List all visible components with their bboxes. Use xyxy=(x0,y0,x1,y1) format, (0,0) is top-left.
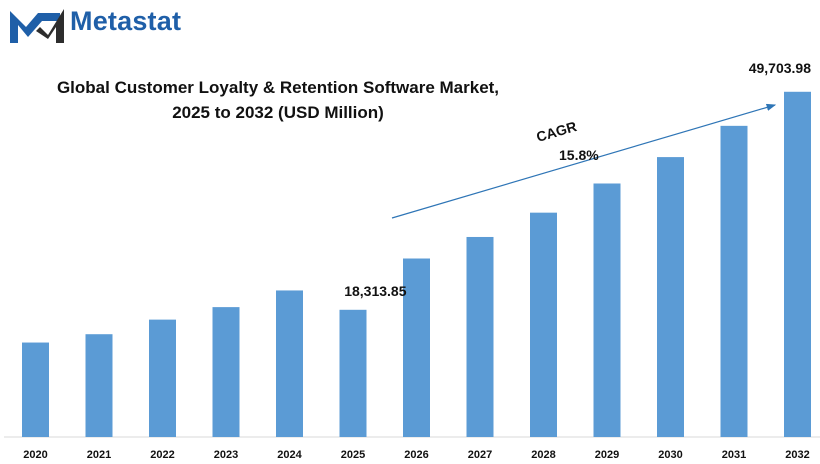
x-tick-2028: 2028 xyxy=(531,449,555,461)
bar-2023 xyxy=(212,307,240,437)
bar-2032 xyxy=(784,91,811,437)
bar-2021 xyxy=(85,334,113,437)
x-tick-2024: 2024 xyxy=(277,449,302,461)
bar-2026 xyxy=(403,258,430,437)
data-labels: 18,313.85 49,703.98 xyxy=(344,60,811,299)
x-tick-2025: 2025 xyxy=(341,449,365,461)
x-tick-2021: 2021 xyxy=(87,449,111,461)
bar-series xyxy=(22,91,811,438)
cagr-value: 15.8% xyxy=(559,147,599,163)
x-tick-2026: 2026 xyxy=(404,449,428,461)
bar-2028 xyxy=(530,212,557,437)
x-tick-2030: 2030 xyxy=(658,449,682,461)
brand-name: Metastat xyxy=(70,6,182,36)
x-tick-2022: 2022 xyxy=(150,449,174,461)
bar-2029 xyxy=(593,183,621,437)
x-tick-2027: 2027 xyxy=(468,449,492,461)
bar-2024 xyxy=(276,290,303,437)
bar-2022 xyxy=(149,319,176,437)
cagr-label: CAGR xyxy=(534,118,578,145)
bar-2020 xyxy=(22,342,49,437)
bar-2030 xyxy=(657,157,684,437)
x-tick-2029: 2029 xyxy=(595,449,619,461)
x-tick-2032: 2032 xyxy=(785,449,809,461)
chart-title: Global Customer Loyalty & Retention Soft… xyxy=(18,75,538,125)
x-tick-2023: 2023 xyxy=(214,449,238,461)
bar-2031 xyxy=(720,125,748,438)
x-tick-2031: 2031 xyxy=(722,449,746,461)
x-axis-ticks: 2020 2021 2022 2023 2024 2025 2026 2027 2028 2029… xyxy=(23,449,809,461)
bar-2027 xyxy=(466,236,494,437)
x-tick-2020: 2020 xyxy=(23,449,47,461)
data-label-2025: 18,313.85 xyxy=(344,283,406,299)
metastat-logo-icon xyxy=(10,9,64,43)
chart-title-line1: Global Customer Loyalty & Retention Soft… xyxy=(56,78,500,97)
cagr-arrow xyxy=(391,103,777,219)
chart-title-line2: 2025 to 2032 (USD Million) xyxy=(172,103,384,122)
metastat-logo: Metastat xyxy=(8,5,218,47)
bar-2025 xyxy=(339,309,367,437)
data-label-2032: 49,703.98 xyxy=(749,60,811,76)
